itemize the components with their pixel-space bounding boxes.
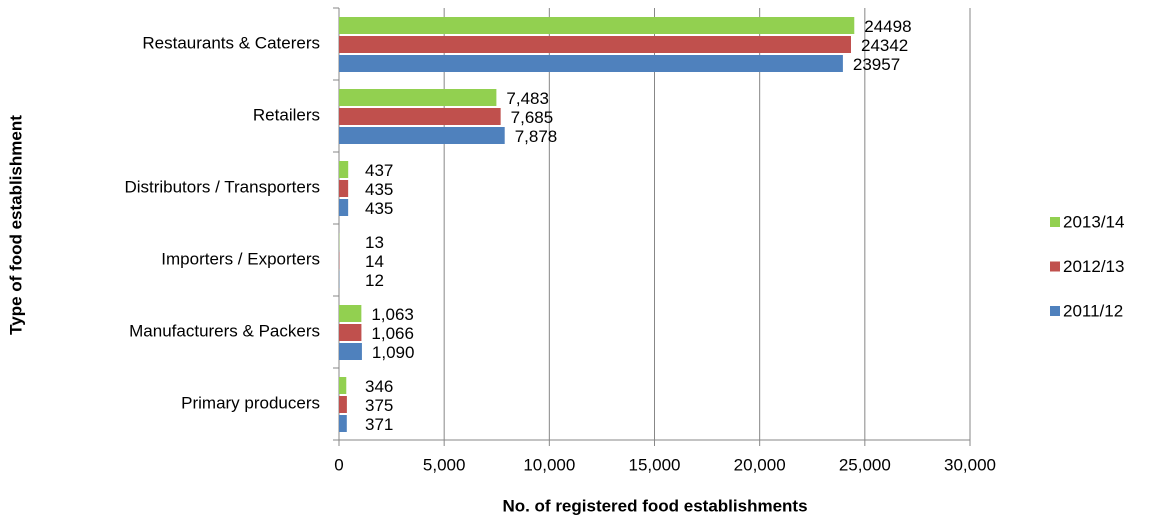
y-axis-title: Type of food establishment	[6, 115, 25, 335]
bar	[339, 396, 347, 413]
bar	[339, 324, 362, 341]
data-label: 14	[365, 252, 384, 271]
y-tick-label: Manufacturers & Packers	[129, 321, 320, 340]
bar	[339, 180, 349, 197]
x-tick-label: 30,000	[944, 455, 996, 474]
x-tick-label: 10,000	[523, 455, 575, 474]
bar	[339, 89, 497, 106]
bar	[339, 55, 843, 72]
y-tick-label: Distributors / Transporters	[124, 177, 320, 196]
data-label: 7,685	[511, 108, 554, 127]
bar	[339, 415, 347, 432]
data-label: 12	[365, 271, 384, 290]
bar	[339, 17, 855, 34]
data-label: 346	[365, 377, 393, 396]
x-tick-label: 20,000	[734, 455, 786, 474]
x-tick-label: 5,000	[423, 455, 466, 474]
data-label: 1,090	[372, 343, 415, 362]
bar	[339, 377, 347, 394]
data-label: 1,063	[371, 305, 414, 324]
data-label: 24498	[864, 17, 911, 36]
data-label: 7,878	[515, 127, 558, 146]
data-label: 435	[365, 199, 393, 218]
x-tick-label: 15,000	[629, 455, 681, 474]
y-tick-label: Importers / Exporters	[161, 249, 320, 268]
data-label: 371	[365, 415, 393, 434]
x-tick-label: 25,000	[839, 455, 891, 474]
x-tick-label: 0	[334, 455, 343, 474]
bar	[339, 108, 501, 125]
x-axis-title: No. of registered food establishments	[502, 496, 807, 515]
data-label: 375	[365, 396, 393, 415]
bar	[339, 305, 362, 322]
data-label: 23957	[853, 55, 900, 74]
legend-swatch	[1050, 261, 1060, 272]
bar	[339, 199, 349, 216]
data-label: 437	[365, 161, 393, 180]
y-tick-label: Primary producers	[181, 393, 320, 412]
bar	[339, 343, 362, 360]
data-label: 435	[365, 180, 393, 199]
bar	[339, 161, 349, 178]
bar	[339, 36, 851, 53]
data-label: 24342	[861, 36, 908, 55]
data-label: 13	[365, 233, 384, 252]
data-label: 7,483	[506, 89, 549, 108]
legend-label: 2011/12	[1063, 301, 1123, 320]
legend-swatch	[1050, 306, 1060, 316]
legend-swatch	[1050, 217, 1060, 227]
bar	[339, 127, 505, 144]
legend-label: 2012/13	[1063, 257, 1124, 276]
y-tick-label: Retailers	[253, 105, 320, 124]
y-tick-label: Restaurants & Caterers	[142, 33, 320, 52]
data-label: 1,066	[371, 324, 414, 343]
legend-label: 2013/14	[1063, 212, 1124, 231]
